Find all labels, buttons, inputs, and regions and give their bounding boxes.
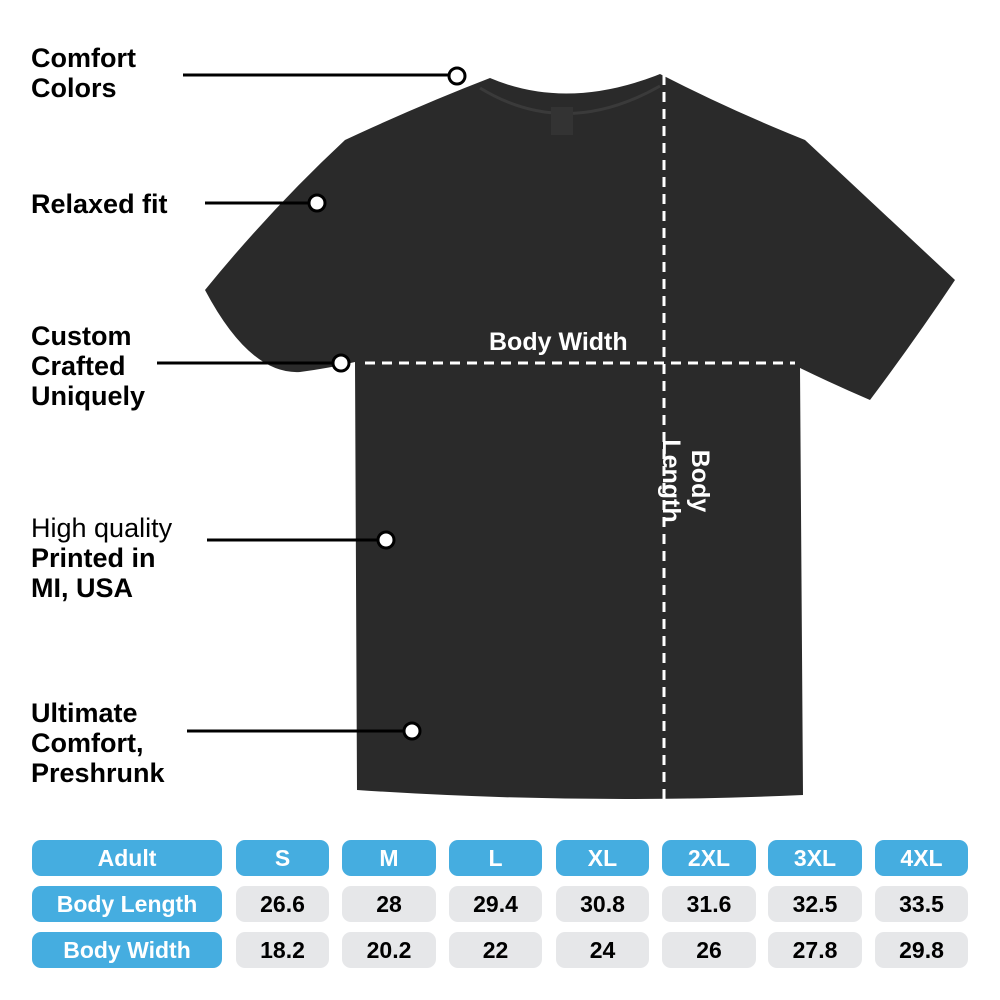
feature-comfort-colors: Comfort Colors xyxy=(31,43,136,103)
body-width-label: Body Width xyxy=(489,328,628,356)
row-label-cell: Body Length xyxy=(32,886,222,922)
feature-text: Preshrunk xyxy=(31,758,165,788)
value-cell: 29.4 xyxy=(449,886,542,922)
size-header-cell: L xyxy=(449,840,542,876)
value-cell: 24 xyxy=(556,932,649,968)
value-cell: 30.8 xyxy=(556,886,649,922)
feature-text: Comfort, xyxy=(31,728,144,758)
value-cell: 31.6 xyxy=(662,886,756,922)
feature-printed-usa: High quality Printed in MI, USA xyxy=(31,513,172,603)
callout-dot xyxy=(447,66,467,86)
neck-label-icon xyxy=(551,107,573,135)
t-shirt xyxy=(205,74,955,799)
feature-text: Relaxed fit xyxy=(31,189,168,219)
value-cell: 29.8 xyxy=(875,932,968,968)
feature-text: Ultimate xyxy=(31,698,138,728)
size-header-cell: 3XL xyxy=(768,840,862,876)
value-cell: 33.5 xyxy=(875,886,968,922)
feature-text: Uniquely xyxy=(31,381,146,411)
feature-prefix: High quality xyxy=(31,513,173,543)
size-header-cell: XL xyxy=(556,840,649,876)
callout-dot xyxy=(307,193,327,213)
callout-dot xyxy=(402,721,422,741)
feature-ultimate-comfort: Ultimate Comfort, Preshrunk xyxy=(31,698,165,788)
feature-text: Crafted xyxy=(31,351,126,381)
value-cell: 18.2 xyxy=(236,932,329,968)
size-header-cell: M xyxy=(342,840,436,876)
value-cell: 28 xyxy=(342,886,436,922)
callout-dot xyxy=(376,530,396,550)
feature-text: Colors xyxy=(31,73,117,103)
feature-text: Comfort xyxy=(31,43,136,73)
feature-text: Custom xyxy=(31,321,132,351)
size-header-cell: 2XL xyxy=(662,840,756,876)
value-cell: 20.2 xyxy=(342,932,436,968)
callout-dot xyxy=(331,353,351,373)
body-length-label: Body Length xyxy=(657,439,714,523)
value-cell: 27.8 xyxy=(768,932,862,968)
value-cell: 32.5 xyxy=(768,886,862,922)
feature-text: MI, USA xyxy=(31,573,134,603)
size-header-cell: 4XL xyxy=(875,840,968,876)
adult-header-cell: Adult xyxy=(32,840,222,876)
feature-custom-crafted: Custom Crafted Uniquely xyxy=(31,321,145,411)
row-label-cell: Body Width xyxy=(32,932,222,968)
value-cell: 26 xyxy=(662,932,756,968)
feature-text: Printed in xyxy=(31,543,156,573)
value-cell: 26.6 xyxy=(236,886,329,922)
size-header-cell: S xyxy=(236,840,329,876)
feature-relaxed-fit: Relaxed fit xyxy=(31,189,168,219)
value-cell: 22 xyxy=(449,932,542,968)
